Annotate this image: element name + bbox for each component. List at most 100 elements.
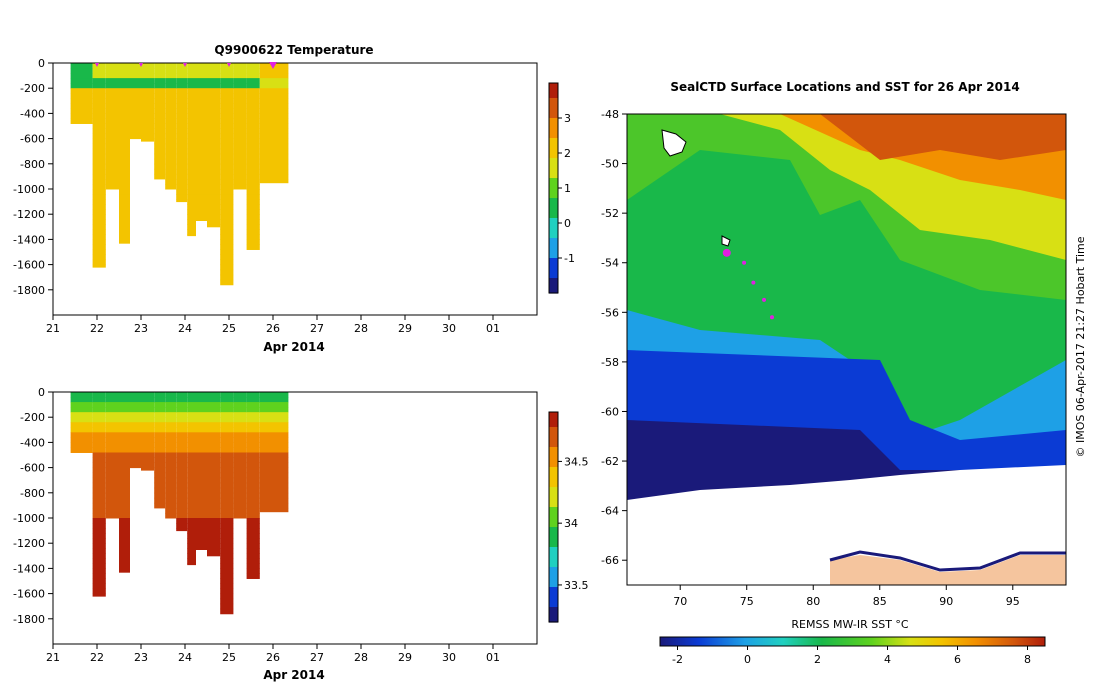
profile-cell (105, 83, 119, 89)
profile-cell (207, 88, 221, 94)
profile-cell (187, 548, 196, 554)
profile-cell (165, 422, 177, 428)
profile-cell (141, 442, 155, 448)
profile-cell (246, 83, 260, 89)
profile-cell (176, 183, 188, 190)
profile-cell (119, 68, 130, 74)
profile-cell (141, 467, 155, 471)
profile-cell (70, 427, 93, 433)
profile-cell (92, 88, 106, 94)
profile-cell (220, 88, 234, 94)
profile-cell (176, 472, 188, 479)
profile-cell (105, 412, 119, 418)
seal-location-point (762, 297, 767, 302)
profile-cell (154, 98, 166, 104)
colorbar-swatch (549, 218, 558, 224)
profile-cell (196, 93, 207, 99)
profile-cell (220, 244, 234, 250)
profile-cell (119, 538, 130, 544)
profile-cell (233, 183, 247, 190)
profile-cell (196, 467, 207, 474)
profile-cell (92, 578, 106, 585)
profile-cell (196, 189, 207, 195)
profile-cell (187, 452, 196, 459)
profile-cell (246, 118, 260, 124)
colorbar-swatch (549, 607, 558, 613)
profile-cell (119, 194, 130, 200)
profile-cell (187, 138, 196, 145)
profile-cell (154, 502, 166, 509)
colorbar-swatch (549, 497, 558, 503)
profile-cell (220, 477, 234, 484)
profile-cell (119, 88, 130, 94)
profile-cell (196, 88, 207, 94)
profile-cell (207, 397, 221, 403)
profile-cell (92, 518, 106, 524)
profile-cell (165, 143, 177, 150)
profile-cell (207, 512, 221, 519)
profile-cell (246, 392, 260, 398)
y-tick-label: -1800 (13, 613, 45, 626)
profile-cell (246, 437, 260, 443)
profile-cell (154, 412, 166, 418)
profile-cell (154, 392, 166, 398)
profile-cell (246, 412, 260, 418)
profile-cell (220, 128, 234, 135)
profile-cell (187, 523, 196, 529)
profile-cell (92, 392, 106, 398)
profile-cell (187, 88, 196, 94)
profile-cell (259, 432, 289, 438)
profile-cell (187, 148, 196, 155)
profile-cell (105, 402, 119, 408)
y-tick-label: -1400 (13, 562, 45, 575)
profile-cell (207, 123, 221, 130)
colorbar-swatch (549, 437, 558, 443)
x-tick-label: 30 (442, 651, 456, 664)
profile-cell (92, 98, 106, 104)
profile-cell (246, 98, 260, 104)
x-tick-label: 25 (222, 322, 236, 335)
profile-cell (119, 518, 130, 524)
profile-cell (233, 128, 247, 135)
profile-cell (246, 229, 260, 235)
profile-cell (220, 548, 234, 554)
profile-cell (207, 183, 221, 190)
profile-cell (119, 128, 130, 135)
profile-cell (220, 603, 234, 610)
colorbar-swatch (549, 108, 558, 114)
profile-cell (246, 573, 260, 579)
profile-cell (259, 68, 289, 74)
profile-cell (207, 487, 221, 494)
profile-cell (154, 492, 166, 499)
profile-cell (119, 497, 130, 504)
profile-cell (130, 73, 141, 79)
profile-cell (187, 402, 196, 408)
profile-cell (196, 457, 207, 464)
profile-cell (233, 123, 247, 130)
profile-cell (207, 507, 221, 514)
profile-cell (220, 407, 234, 413)
profile-cell (105, 482, 119, 489)
profile-cell (220, 533, 234, 539)
profile-cell (92, 512, 106, 519)
colorbar-swatch (549, 268, 558, 274)
profile-cell (176, 108, 188, 114)
profile-cell (187, 477, 196, 484)
profile-cell (165, 427, 177, 433)
profile-cell (246, 108, 260, 114)
profile-cell (196, 158, 207, 165)
profile-cell (246, 183, 260, 190)
profile-cell (196, 482, 207, 489)
colorbar-swatch (549, 118, 558, 124)
profile-cell (119, 392, 130, 398)
profile-cell (246, 244, 260, 250)
profile-cell (154, 168, 166, 175)
profile-cell (207, 553, 221, 557)
x-tick-label: 21 (46, 322, 60, 335)
colorbar-swatch (549, 178, 558, 184)
profile-cell (92, 194, 106, 200)
profile-cell (246, 63, 260, 69)
profile-cell (130, 457, 141, 464)
colorbar-swatch (549, 512, 558, 518)
map-y-tick-label: -64 (601, 505, 619, 518)
